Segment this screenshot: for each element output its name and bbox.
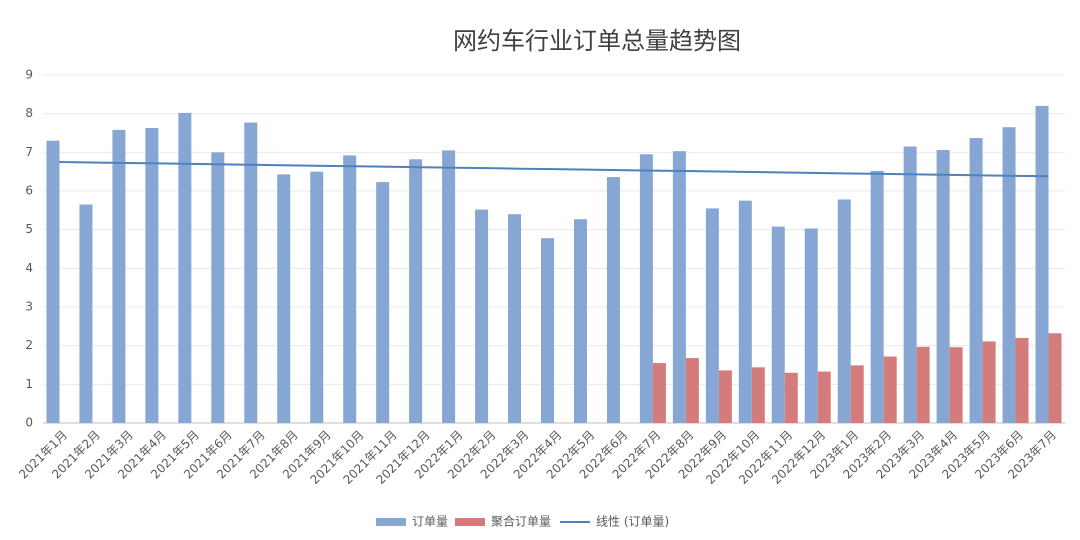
y-tick-label: 5	[25, 222, 33, 236]
bar	[343, 155, 357, 423]
bar	[211, 152, 225, 424]
bar	[376, 182, 390, 423]
bar	[652, 363, 666, 423]
bar	[804, 228, 818, 423]
bar	[982, 341, 996, 423]
bar	[883, 356, 897, 423]
bar	[685, 358, 699, 423]
bar	[705, 208, 719, 423]
bar	[738, 200, 752, 423]
bar	[475, 209, 489, 423]
bar	[771, 226, 785, 423]
bar	[969, 138, 983, 423]
bar	[1015, 337, 1029, 423]
bar	[949, 347, 963, 423]
bar	[916, 346, 930, 423]
bar	[573, 219, 587, 423]
bar	[145, 127, 159, 424]
y-tick-label: 9	[25, 68, 33, 82]
legend-label: 线性 (订单量)	[596, 515, 669, 529]
bar	[751, 367, 765, 423]
bar	[784, 372, 798, 423]
bar	[606, 177, 620, 423]
chart-title: 网约车行业订单总量趋势图	[453, 27, 741, 55]
bar	[850, 365, 864, 423]
y-tick-label: 6	[25, 184, 33, 198]
y-tick-label: 8	[25, 106, 33, 120]
bar	[903, 146, 917, 424]
bar	[870, 170, 884, 423]
bar	[936, 150, 950, 423]
bar	[672, 151, 686, 423]
legend-label: 聚合订单量	[491, 514, 551, 529]
y-tick-label: 3	[25, 300, 33, 314]
y-tick-label: 4	[25, 261, 33, 275]
y-tick-label: 0	[25, 416, 33, 430]
bar	[837, 199, 851, 423]
bar	[277, 174, 291, 423]
bar	[718, 370, 732, 423]
bar	[310, 171, 324, 423]
bar	[178, 112, 192, 423]
bar	[112, 129, 126, 423]
bar	[1002, 127, 1016, 423]
bar	[1035, 105, 1049, 423]
bar	[541, 238, 554, 423]
legend-swatch	[376, 518, 406, 526]
y-tick-label: 1	[25, 377, 33, 391]
bar	[409, 159, 423, 423]
bar	[442, 150, 456, 423]
bar	[508, 214, 522, 423]
bar	[639, 154, 653, 423]
trend-line	[59, 161, 1049, 178]
bar	[244, 122, 258, 423]
legend-label: 订单量	[412, 515, 448, 529]
y-tick-label: 2	[25, 338, 33, 352]
bar	[46, 140, 60, 423]
y-tick-label: 7	[25, 145, 33, 159]
legend-swatch	[455, 518, 485, 526]
bar	[817, 371, 831, 423]
bar	[79, 204, 93, 423]
bar	[1048, 333, 1062, 423]
